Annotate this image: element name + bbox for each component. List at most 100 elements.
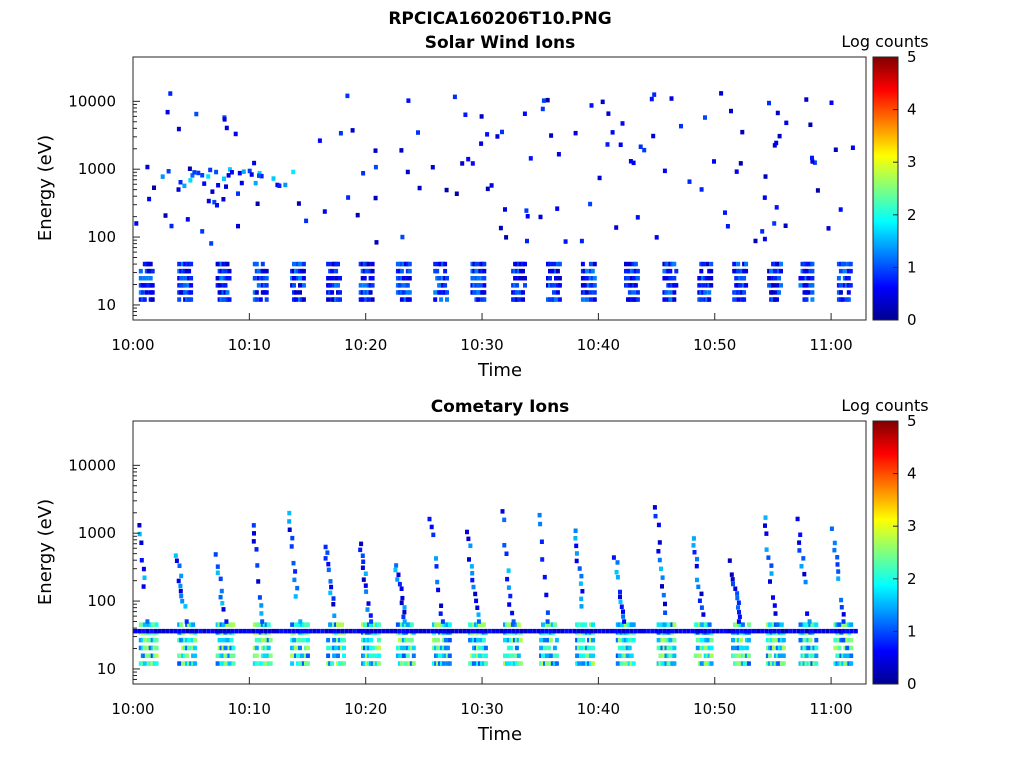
heatmap-cell [253,180,258,186]
heatmap-cell [833,147,838,152]
heatmap-cell [746,661,751,666]
heatmap-cell [772,628,777,634]
heatmap-cell [154,622,159,627]
plot-frame [132,56,867,321]
heatmap-cell [813,628,818,634]
heatmap-cell [264,283,269,288]
heatmap-cell [259,628,264,634]
heatmap-cell [617,628,622,634]
heatmap-cell [416,130,420,135]
heatmap-cell [304,628,308,634]
heatmap-cell [358,547,363,553]
heatmap-cell [635,215,640,220]
heatmap-cell [254,297,259,302]
heatmap-cell [506,568,511,573]
heatmap-cell [260,619,265,624]
heatmap-cell [574,551,579,556]
heatmap-cell [298,290,302,295]
heatmap-cell [178,180,183,185]
heatmap-cell [215,661,220,666]
x-tick-label: 10:20 [344,700,387,718]
heatmap-cell [663,601,667,607]
heatmap-cell [200,229,205,234]
heatmap-cell [336,261,340,267]
heatmap-cell [656,549,661,554]
heatmap-cell [541,653,545,658]
heatmap-cell [366,297,371,302]
heatmap-cell [434,628,439,634]
heatmap-cell [340,628,345,634]
heatmap-cell [142,622,147,627]
heatmap-cell [744,645,749,651]
heatmap-cell [157,628,162,634]
heatmap-cell [225,261,230,267]
heatmap-cell [369,637,373,643]
heatmap-cell [174,558,179,563]
heatmap-cell [478,653,482,658]
heatmap-cell [179,593,184,599]
heatmap-cell [338,131,343,136]
heatmap-cell [294,645,298,651]
x-axis: 10:00 10:10 10:20 10:30 10:40 10:50 11:00 [111,313,853,354]
heatmap-cell [252,645,257,651]
heatmap-cell [145,164,150,170]
heatmap-cell [142,661,147,666]
heatmap-cell [540,106,545,112]
heatmap-cell [747,628,752,634]
heatmap-cell [366,261,371,267]
heatmap-cell [328,622,333,627]
heatmap-cell [723,210,727,215]
heatmap-cell [221,637,226,643]
heatmap-cell [784,120,789,126]
heatmap-cell [328,283,333,288]
x-tick-label: 11:00 [809,700,852,718]
x-tick-label: 10:00 [111,700,154,718]
heatmap-cell [580,261,585,267]
heatmap-cell [746,637,751,643]
heatmap-cell [705,637,710,643]
heatmap-cell [523,261,527,267]
heatmap-cell [491,628,496,634]
heatmap-cell [402,605,407,610]
heatmap-cell [277,183,282,188]
heatmap-cell [737,614,742,620]
heatmap-cell [771,645,776,651]
heatmap-cell [238,628,243,634]
heatmap-cell [662,622,667,627]
heatmap-cell [482,297,487,302]
heatmap-cell [411,661,416,666]
heatmap-cell [842,261,847,267]
heatmap-cell [252,531,256,536]
heatmap-cell [668,290,673,295]
heatmap-cell [590,268,595,274]
heatmap-cell [142,575,147,580]
heatmap-cell [697,598,702,603]
heatmap-cell [360,297,365,302]
heatmap-cell [744,283,749,288]
heatmap-cell [426,628,431,634]
heatmap-cell [478,283,483,288]
heatmap-cell [447,661,452,666]
heatmap-cell [366,601,371,606]
heatmap-cell [298,619,303,624]
heatmap-cell [841,612,846,617]
heatmap-cell [183,283,188,288]
heatmap-cell [810,268,815,274]
heatmap-cell [591,653,595,658]
heatmap-cell [264,290,269,295]
heatmap-cell [699,268,704,274]
heatmap-cell [703,628,708,634]
heatmap-cell [507,628,512,634]
heatmap-cell [573,130,578,136]
heatmap-cell [733,586,738,591]
heatmap-cell [409,628,414,634]
heatmap-cell [650,628,655,634]
heatmap-cell [746,622,751,627]
heatmap-cell [694,563,699,569]
heatmap-cell [549,133,554,138]
heatmap-cell [666,628,671,634]
heatmap-cell [485,132,490,137]
heatmap-cell [628,159,633,164]
heatmap-cell [260,261,265,267]
heatmap-cell [213,552,218,557]
